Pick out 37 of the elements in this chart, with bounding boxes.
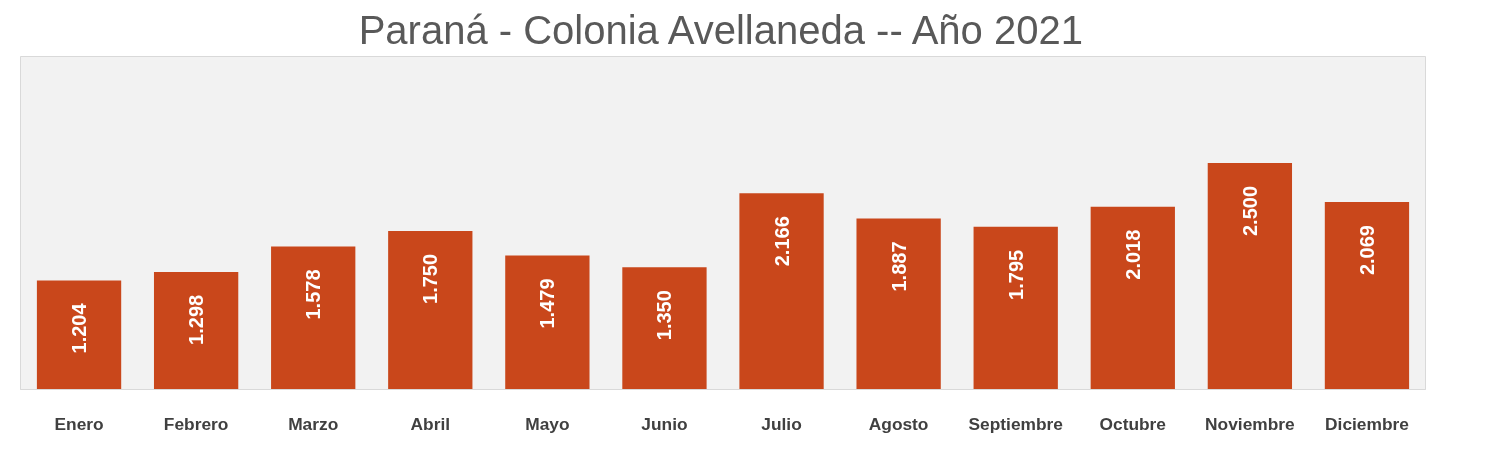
x-tick-label: Septiembre — [968, 413, 1064, 434]
bar — [505, 255, 590, 390]
bar — [856, 218, 941, 390]
data-label: 1.887 — [887, 241, 910, 292]
x-tick-label: Marzo — [288, 413, 339, 434]
data-label: 2.500 — [1238, 185, 1261, 236]
x-tick-label: Abril — [410, 413, 451, 434]
x-tick-label: Enero — [54, 413, 104, 434]
chart-title: Paraná - Colonia Avellaneda -- Año 2021 — [358, 7, 1083, 52]
x-tick-label: Diciembre — [1325, 413, 1410, 434]
x-tick-label: Noviembre — [1205, 413, 1296, 434]
bar — [739, 193, 824, 390]
data-label: 1.479 — [536, 278, 559, 329]
bar — [153, 271, 239, 390]
x-tick-label: Julio — [761, 413, 802, 434]
bar — [1090, 206, 1175, 390]
data-label: 1.298 — [185, 294, 208, 345]
data-label: 1.750 — [419, 253, 442, 304]
x-tick-label: Febrero — [163, 413, 229, 434]
data-label: 1.795 — [1004, 249, 1027, 300]
bar — [1324, 202, 1410, 390]
data-label: 2.166 — [770, 216, 793, 267]
bar — [271, 246, 356, 390]
bar — [622, 267, 707, 390]
bar — [1207, 162, 1293, 390]
x-tick-label: Mayo — [525, 413, 570, 434]
data-label: 2.069 — [1355, 224, 1378, 276]
x-tick-label: Agosto — [868, 413, 929, 434]
data-label: 1.204 — [68, 302, 91, 354]
x-tick-label: Octubre — [1099, 413, 1167, 434]
bar — [973, 226, 1058, 390]
data-label: 2.018 — [1121, 229, 1144, 280]
bar — [388, 230, 473, 390]
data-label: 1.350 — [653, 290, 676, 341]
data-label: 1.578 — [302, 269, 325, 320]
bar — [36, 280, 122, 390]
x-tick-label: Junio — [641, 413, 688, 434]
